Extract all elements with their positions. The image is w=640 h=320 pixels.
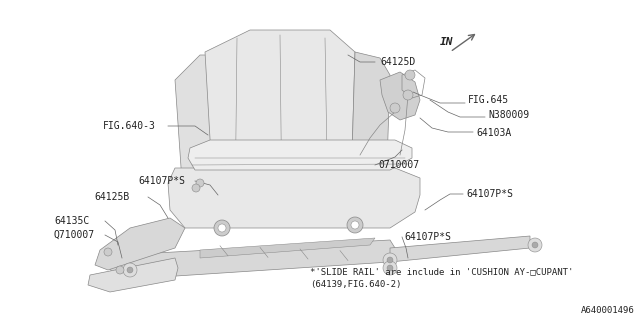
Polygon shape: [95, 218, 185, 270]
Text: 64107P*S: 64107P*S: [404, 232, 451, 242]
Polygon shape: [390, 236, 530, 262]
Text: 64135C: 64135C: [54, 216, 89, 226]
Circle shape: [104, 248, 112, 256]
Text: FIG.645: FIG.645: [468, 95, 509, 105]
Circle shape: [192, 184, 200, 192]
Circle shape: [387, 257, 393, 263]
Circle shape: [127, 267, 133, 273]
Text: *'SLIDE RAIL' are include in 'CUSHION AY-□CUPANT': *'SLIDE RAIL' are include in 'CUSHION AY…: [310, 268, 573, 276]
Text: A640001496: A640001496: [581, 306, 635, 315]
Circle shape: [218, 224, 226, 232]
Text: Q710007: Q710007: [54, 230, 95, 240]
Polygon shape: [200, 238, 375, 258]
Circle shape: [123, 263, 137, 277]
Circle shape: [383, 261, 397, 275]
Polygon shape: [110, 240, 395, 280]
Text: IN: IN: [440, 37, 454, 47]
Text: 64103A: 64103A: [476, 128, 511, 138]
Polygon shape: [380, 72, 420, 120]
Polygon shape: [168, 168, 420, 228]
Circle shape: [347, 217, 363, 233]
Polygon shape: [175, 55, 230, 225]
Circle shape: [532, 242, 538, 248]
Text: 64107P*S: 64107P*S: [466, 189, 513, 199]
Circle shape: [387, 265, 393, 271]
Polygon shape: [188, 140, 412, 170]
Text: 64107P*S: 64107P*S: [138, 176, 185, 186]
Polygon shape: [205, 30, 355, 225]
Circle shape: [405, 70, 415, 80]
Text: (64139,FIG.640-2): (64139,FIG.640-2): [310, 279, 401, 289]
Circle shape: [390, 103, 400, 113]
Text: 0710007: 0710007: [378, 160, 419, 170]
Text: N380009: N380009: [488, 110, 529, 120]
Circle shape: [528, 238, 542, 252]
Circle shape: [196, 179, 204, 187]
Circle shape: [403, 90, 413, 100]
Circle shape: [383, 253, 397, 267]
Text: 64125B: 64125B: [94, 192, 129, 202]
Text: FIG.640-3: FIG.640-3: [103, 121, 156, 131]
Circle shape: [116, 266, 124, 274]
Circle shape: [351, 221, 359, 229]
Text: 64125D: 64125D: [380, 57, 415, 67]
Circle shape: [214, 220, 230, 236]
Polygon shape: [350, 52, 390, 225]
Polygon shape: [88, 258, 178, 292]
